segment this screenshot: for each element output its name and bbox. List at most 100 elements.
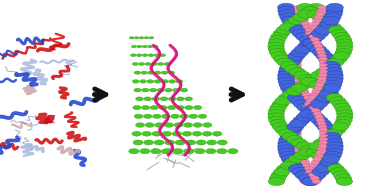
Circle shape bbox=[295, 81, 312, 89]
Circle shape bbox=[311, 21, 320, 26]
Circle shape bbox=[329, 97, 346, 105]
Circle shape bbox=[277, 58, 293, 67]
Circle shape bbox=[321, 87, 338, 96]
Circle shape bbox=[332, 122, 349, 131]
Circle shape bbox=[268, 113, 284, 121]
Circle shape bbox=[271, 32, 287, 41]
Circle shape bbox=[336, 45, 353, 53]
Circle shape bbox=[306, 99, 315, 103]
Circle shape bbox=[302, 177, 319, 186]
Circle shape bbox=[176, 80, 183, 83]
Circle shape bbox=[308, 173, 317, 177]
Circle shape bbox=[306, 74, 322, 83]
Circle shape bbox=[184, 123, 193, 127]
Circle shape bbox=[319, 131, 328, 135]
Circle shape bbox=[279, 81, 296, 89]
Circle shape bbox=[302, 7, 318, 15]
Circle shape bbox=[335, 49, 352, 57]
Circle shape bbox=[180, 114, 188, 119]
Circle shape bbox=[336, 116, 352, 124]
Circle shape bbox=[217, 140, 227, 145]
Circle shape bbox=[314, 15, 323, 19]
Circle shape bbox=[298, 86, 307, 90]
Circle shape bbox=[326, 145, 343, 154]
Circle shape bbox=[326, 142, 343, 150]
Circle shape bbox=[292, 29, 309, 38]
Circle shape bbox=[314, 44, 323, 48]
Circle shape bbox=[286, 136, 303, 144]
Circle shape bbox=[268, 110, 284, 118]
Circle shape bbox=[297, 3, 313, 12]
Circle shape bbox=[310, 71, 327, 79]
Circle shape bbox=[299, 74, 315, 83]
Circle shape bbox=[318, 76, 327, 81]
Circle shape bbox=[162, 149, 172, 154]
Circle shape bbox=[310, 37, 319, 42]
Circle shape bbox=[335, 36, 352, 44]
Circle shape bbox=[278, 77, 295, 86]
Circle shape bbox=[298, 44, 307, 48]
Circle shape bbox=[295, 32, 313, 41]
Circle shape bbox=[302, 177, 319, 186]
Circle shape bbox=[325, 135, 342, 144]
Circle shape bbox=[280, 23, 296, 31]
Circle shape bbox=[154, 80, 161, 83]
Circle shape bbox=[324, 151, 341, 160]
Circle shape bbox=[176, 105, 184, 110]
Circle shape bbox=[145, 123, 154, 127]
Circle shape bbox=[319, 63, 328, 68]
Circle shape bbox=[329, 126, 346, 134]
Circle shape bbox=[297, 103, 314, 112]
Circle shape bbox=[319, 125, 337, 134]
Circle shape bbox=[317, 147, 326, 152]
Circle shape bbox=[305, 35, 322, 44]
Circle shape bbox=[290, 97, 307, 105]
Circle shape bbox=[299, 35, 316, 44]
Circle shape bbox=[309, 171, 326, 179]
Circle shape bbox=[291, 48, 308, 57]
Circle shape bbox=[307, 28, 316, 32]
Circle shape bbox=[137, 54, 142, 57]
Circle shape bbox=[268, 45, 285, 53]
Circle shape bbox=[165, 88, 172, 92]
Circle shape bbox=[331, 55, 347, 63]
Circle shape bbox=[311, 108, 320, 113]
Circle shape bbox=[319, 60, 328, 65]
Circle shape bbox=[285, 158, 301, 166]
Circle shape bbox=[294, 54, 303, 58]
Circle shape bbox=[142, 45, 147, 48]
Circle shape bbox=[281, 61, 298, 70]
Circle shape bbox=[268, 177, 285, 186]
Circle shape bbox=[288, 16, 304, 25]
Circle shape bbox=[299, 18, 308, 23]
Circle shape bbox=[162, 131, 172, 136]
Circle shape bbox=[295, 9, 304, 13]
Circle shape bbox=[326, 129, 343, 137]
Circle shape bbox=[319, 128, 328, 132]
Circle shape bbox=[278, 139, 295, 147]
Circle shape bbox=[324, 13, 341, 22]
Circle shape bbox=[142, 54, 148, 57]
Circle shape bbox=[306, 148, 322, 157]
Circle shape bbox=[294, 152, 310, 160]
Circle shape bbox=[282, 90, 298, 99]
Circle shape bbox=[279, 10, 296, 18]
Circle shape bbox=[313, 18, 322, 23]
Circle shape bbox=[217, 149, 227, 154]
Circle shape bbox=[318, 5, 327, 10]
Circle shape bbox=[325, 23, 341, 31]
Circle shape bbox=[333, 171, 350, 179]
Circle shape bbox=[193, 123, 202, 127]
Circle shape bbox=[207, 140, 217, 145]
Circle shape bbox=[316, 16, 333, 25]
Circle shape bbox=[269, 36, 285, 44]
Circle shape bbox=[154, 140, 164, 145]
Circle shape bbox=[323, 84, 340, 92]
Circle shape bbox=[304, 166, 313, 171]
Circle shape bbox=[173, 88, 180, 92]
Circle shape bbox=[293, 116, 310, 125]
Circle shape bbox=[134, 71, 141, 74]
Circle shape bbox=[294, 5, 303, 10]
Circle shape bbox=[289, 155, 306, 163]
Circle shape bbox=[305, 28, 314, 32]
